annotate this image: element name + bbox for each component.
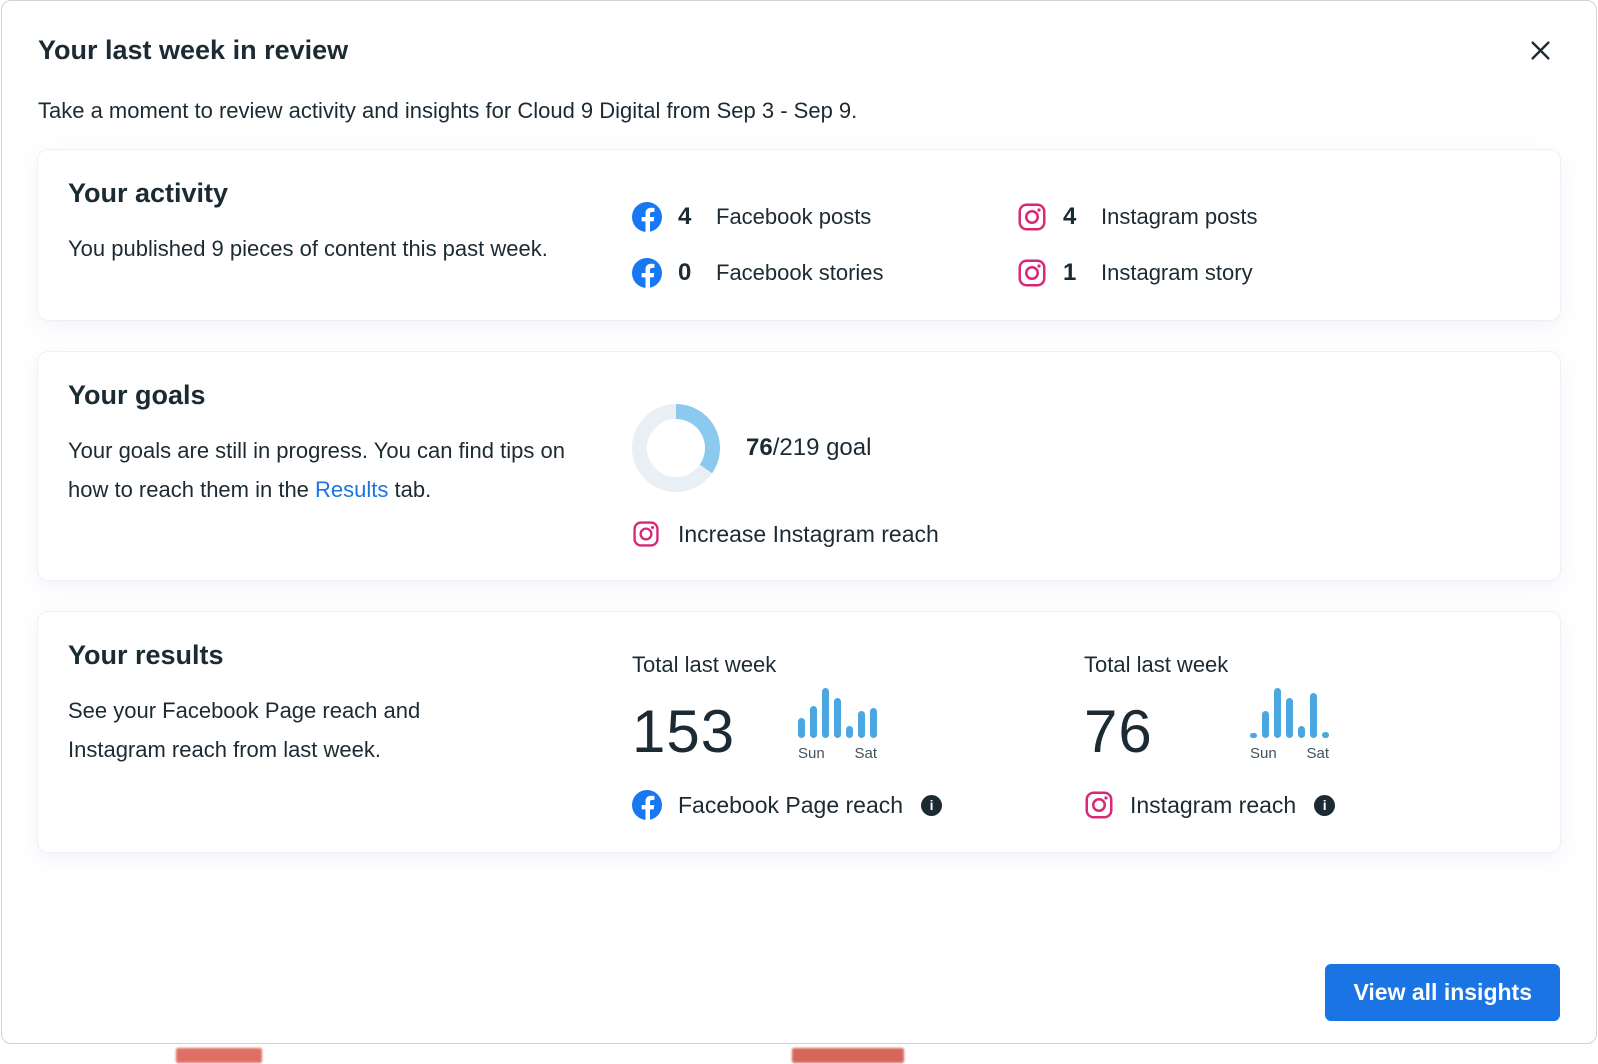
stat-facebook-stories: 0 Facebook stories [632, 258, 1017, 288]
instagram-reach-column: Total last week 76 Sun Sat [1084, 652, 1476, 820]
weekly-review-modal: Your last week in review Take a moment t… [1, 0, 1597, 1044]
sections: Your activity You published 9 pieces of … [38, 150, 1560, 852]
sparkline-day-labels: Sun Sat [798, 745, 877, 762]
results-tab-link[interactable]: Results [315, 477, 389, 503]
activity-heading: Your activity [68, 178, 229, 208]
goal-progress-text: 76/219 goal [746, 434, 871, 462]
activity-card-left: Your activity You published 9 pieces of … [68, 178, 593, 288]
results-card: Your results See your Facebook Page reac… [38, 612, 1560, 852]
goal-progress-value: 76 [746, 434, 773, 461]
facebook-reach-source: Facebook Page reach i [632, 790, 1024, 820]
instagram-reach-sparkline: Sun Sat [1250, 686, 1329, 762]
facebook-icon [632, 202, 662, 232]
view-all-insights-button[interactable]: View all insights [1325, 964, 1560, 1021]
page-behind [0, 1042, 1598, 1064]
instagram-reach-source: Instagram reach i [1084, 790, 1476, 820]
modal-footer: View all insights [1325, 964, 1560, 1021]
source-label: Facebook Page reach [678, 791, 904, 818]
total-row: 76 Sun Sat [1084, 686, 1476, 762]
stat-label: Facebook posts [716, 204, 872, 229]
goal-progress-total: /219 goal [772, 434, 872, 461]
goals-card: Your goals Your goals are still in progr… [38, 352, 1560, 580]
stat-count: 0 [678, 259, 692, 286]
first-day-label: Sun [798, 745, 825, 762]
source-label: Instagram reach [1130, 791, 1297, 818]
goal-progress-donut [632, 404, 720, 492]
stat-count: 4 [1063, 203, 1077, 230]
goal-item: Increase Instagram reach [632, 520, 939, 548]
page-behind-fragment [792, 1048, 904, 1063]
stat-count: 1 [1063, 259, 1077, 286]
results-card-left: Your results See your Facebook Page reac… [68, 640, 593, 820]
stat-count: 4 [678, 203, 692, 230]
goals-text-after: tab. [388, 477, 432, 503]
last-day-label: Sat [854, 745, 877, 762]
modal-subtitle: Take a moment to review activity and ins… [38, 98, 858, 123]
goals-description: Your goals are still in progress. You ca… [68, 431, 593, 509]
stat-label: Instagram posts [1101, 204, 1258, 229]
activity-card: Your activity You published 9 pieces of … [38, 150, 1560, 320]
results-columns: Total last week 153 Sun Sat [632, 640, 1476, 820]
stat-facebook-posts: 4 Facebook posts [632, 202, 1017, 232]
first-day-label: Sun [1250, 745, 1277, 762]
total-last-week-label: Total last week [632, 652, 777, 677]
instagram-reach-total: 76 [1084, 698, 1153, 765]
activity-stats: 4 Facebook posts 4 Instagram posts 0 Fac… [632, 202, 1258, 288]
instagram-icon [1017, 258, 1047, 288]
facebook-icon [632, 790, 662, 820]
close-icon [1527, 41, 1554, 67]
page-title: Your last week in review [38, 35, 349, 65]
goals-text-before: Your goals are still in progress. You ca… [68, 438, 565, 503]
instagram-icon [1017, 202, 1047, 232]
stat-label: Facebook stories [716, 260, 884, 285]
stat-instagram-posts: 4 Instagram posts [1017, 202, 1258, 232]
page-behind-fragment [176, 1048, 262, 1063]
total-row: 153 Sun Sat [632, 686, 1024, 762]
sparkline-bars [798, 686, 877, 738]
close-button[interactable] [1521, 31, 1560, 70]
last-day-label: Sat [1306, 745, 1329, 762]
goal-item-label: Increase Instagram reach [678, 520, 939, 547]
goals-card-left: Your goals Your goals are still in progr… [68, 380, 593, 548]
sparkline-bars [1250, 686, 1329, 738]
activity-description: You published 9 pieces of content this p… [68, 236, 548, 261]
stat-instagram-story: 1 Instagram story [1017, 258, 1258, 288]
goals-right: 76/219 goal Increase Instagram reach [632, 380, 939, 548]
facebook-reach-total: 153 [632, 698, 736, 765]
goal-progress-row: 76/219 goal [632, 404, 939, 492]
total-last-week-label: Total last week [1084, 652, 1229, 677]
instagram-icon [632, 520, 660, 548]
facebook-reach-column: Total last week 153 Sun Sat [632, 652, 1024, 820]
facebook-reach-sparkline: Sun Sat [798, 686, 877, 762]
info-icon[interactable]: i [921, 794, 943, 816]
stat-label: Instagram story [1101, 260, 1253, 285]
modal-header: Your last week in review [38, 1, 1560, 70]
info-icon[interactable]: i [1314, 794, 1336, 816]
results-heading: Your results [68, 640, 224, 670]
results-description: See your Facebook Page reach and Instagr… [68, 698, 421, 763]
instagram-icon [1084, 790, 1114, 820]
sparkline-day-labels: Sun Sat [1250, 745, 1329, 762]
goals-heading: Your goals [68, 380, 206, 410]
facebook-icon [632, 258, 662, 288]
